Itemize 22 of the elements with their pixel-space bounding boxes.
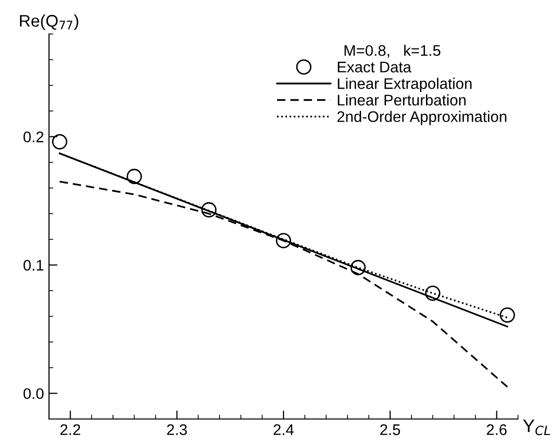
legend-label: Linear Perturbation — [338, 94, 466, 106]
x-tick-label: 2.4 — [274, 424, 294, 435]
legend-label: Exact Data — [338, 62, 412, 72]
legend-label: Linear Extrapolation — [338, 78, 472, 92]
legend-label: 2nd-Order Approximation — [337, 110, 506, 126]
point — [276, 232, 292, 248]
legend-title: M=0.8, k=1.5 — [344, 44, 440, 58]
y-tick-label: 0.1 — [24, 260, 44, 271]
point — [350, 260, 366, 276]
point — [201, 202, 217, 218]
x-tick-label: 2.2 — [60, 424, 80, 435]
y-axis-title: Re(Q$_{77}$) — [20, 14, 78, 30]
point — [425, 286, 440, 301]
point — [52, 134, 68, 150]
point — [500, 307, 515, 323]
x-tick-label: 2.3 — [167, 424, 187, 436]
point — [126, 168, 142, 184]
y-tick-label: 0.0 — [24, 388, 44, 400]
x-tick-label: 2.6 — [486, 424, 507, 436]
x-tick-label: 2.5 — [380, 424, 400, 436]
x-axis-title: Y$_{CL}$ — [523, 420, 550, 436]
y-tick-label: 0.2 — [24, 132, 44, 142]
